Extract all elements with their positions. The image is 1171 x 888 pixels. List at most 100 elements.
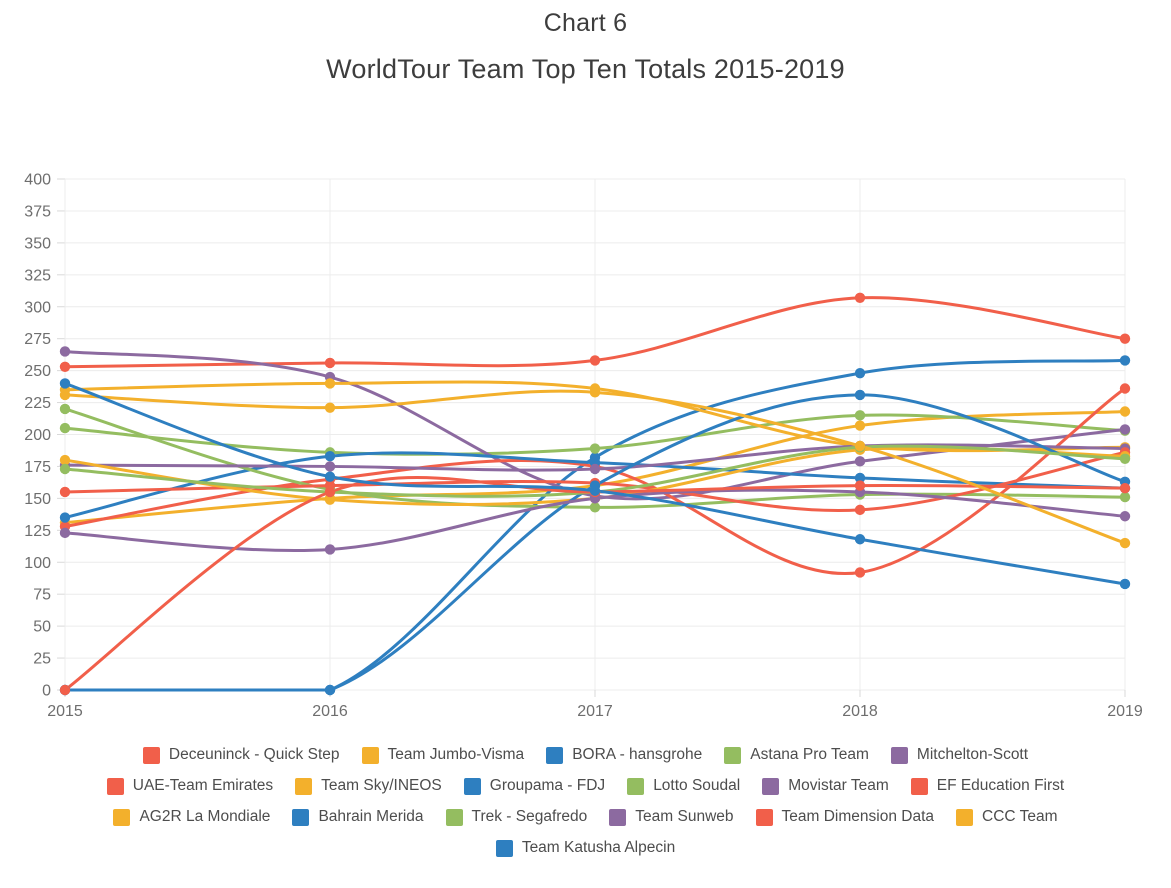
legend-swatch-icon: [755, 808, 773, 826]
legend-label: Astana Pro Team: [750, 746, 869, 763]
legend-swatch-icon: [292, 808, 310, 826]
legend-item-ag2r-la-mondiale[interactable]: AG2R La Mondiale: [113, 808, 270, 826]
legend-item-team-dimension-data[interactable]: Team Dimension Data: [755, 808, 934, 826]
legend-item-astana-pro-team[interactable]: Astana Pro Team: [724, 746, 869, 764]
data-point-mitchelton-scott-2019[interactable]: [1119, 424, 1131, 435]
legend-swatch-icon: [142, 746, 160, 764]
legend-label: Team Katusha Alpecin: [521, 839, 676, 856]
legend-label: Bahrain Merida: [318, 808, 424, 825]
legend-label: Team Jumbo-Visma: [387, 746, 525, 763]
data-point-deceuninck-quick-step-2019[interactable]: [1119, 333, 1131, 344]
data-point-trek-segafredo-2019[interactable]: [1119, 453, 1131, 464]
legend-item-uae-team-emirates[interactable]: UAE-Team Emirates: [106, 777, 273, 795]
legend-item-team-sunweb[interactable]: Team Sunweb: [609, 808, 734, 826]
legend-item-bahrain-merida[interactable]: Bahrain Merida: [292, 808, 424, 826]
data-point-lotto-soudal-2019[interactable]: [1119, 491, 1131, 503]
data-point-team-katusha-alpecin-2018[interactable]: [854, 534, 866, 545]
data-point-astana-pro-team-2018[interactable]: [854, 410, 866, 421]
data-point-ccc-team-2019[interactable]: [1119, 537, 1131, 549]
data-point-uae-team-emirates-2018[interactable]: [854, 567, 866, 578]
data-point-ccc-team-2018[interactable]: [854, 440, 866, 452]
y-axis-tick-label: 150: [24, 491, 51, 508]
data-point-ccc-team-2015[interactable]: [59, 389, 71, 401]
data-point-bahrain-merida-2016[interactable]: [324, 684, 336, 696]
legend-label: Lotto Soudal: [653, 777, 741, 794]
y-axis-tick-label: 400: [24, 172, 51, 189]
y-axis-tick-label: 75: [33, 587, 51, 604]
y-axis-tick-label: 375: [24, 203, 51, 220]
legend-item-groupama-fdj[interactable]: Groupama - FDJ: [463, 777, 605, 795]
legend-label: Deceuninck - Quick Step: [168, 746, 340, 763]
data-point-astana-pro-team-2015[interactable]: [59, 422, 71, 434]
data-point-team-katusha-alpecin-2017[interactable]: [589, 485, 601, 496]
legend-swatch-icon: [762, 777, 780, 795]
data-point-team-katusha-alpecin-2019[interactable]: [1119, 578, 1131, 590]
data-point-groupama-fdj-2018[interactable]: [854, 472, 866, 484]
data-point-bahrain-merida-2018[interactable]: [854, 389, 866, 401]
data-point-deceuninck-quick-step-2015[interactable]: [59, 361, 71, 372]
legend-swatch-icon: [910, 777, 928, 795]
y-axis-tick-label: 275: [24, 331, 51, 348]
data-point-team-dimension-data-2016[interactable]: [324, 486, 336, 498]
data-point-ag2r-la-mondiale-2015[interactable]: [59, 454, 71, 466]
legend-item-ccc-team[interactable]: CCC Team: [956, 808, 1058, 826]
legend-item-movistar-team[interactable]: Movistar Team: [762, 777, 889, 795]
legend-item-ef-education-first[interactable]: EF Education First: [910, 777, 1065, 795]
data-point-uae-team-emirates-2019[interactable]: [1119, 383, 1131, 394]
legend-item-mitchelton-scott[interactable]: Mitchelton-Scott: [890, 746, 1029, 764]
data-point-bora-hansgrohe-2019[interactable]: [1119, 355, 1131, 366]
data-point-deceuninck-quick-step-2016[interactable]: [324, 357, 336, 369]
legend-label: EF Education First: [936, 777, 1065, 794]
legend-label: Movistar Team: [788, 777, 889, 794]
legend-item-bora-hansgrohe[interactable]: BORA - hansgrohe: [546, 746, 702, 764]
data-point-team-sunweb-2015[interactable]: [59, 527, 71, 539]
data-point-team-dimension-data-2015[interactable]: [59, 684, 71, 696]
legend-item-deceuninck-quick-step[interactable]: Deceuninck - Quick Step: [142, 746, 340, 764]
data-point-ccc-team-2017[interactable]: [589, 387, 601, 398]
legend-item-team-jumbo-visma[interactable]: Team Jumbo-Visma: [361, 746, 525, 764]
data-point-team-katusha-alpecin-2016[interactable]: [324, 471, 336, 482]
data-point-ag2r-la-mondiale-2016[interactable]: [324, 494, 336, 505]
data-point-deceuninck-quick-step-2017[interactable]: [589, 355, 601, 366]
data-point-lotto-soudal-2015[interactable]: [59, 403, 71, 415]
data-point-deceuninck-quick-step-2018[interactable]: [854, 292, 866, 304]
data-point-groupama-fdj-2015[interactable]: [59, 512, 71, 523]
data-point-ef-education-first-2018[interactable]: [854, 504, 866, 516]
legend-row: Deceuninck - Quick Step Team Jumbo-Visma B…: [0, 746, 1171, 764]
data-point-team-katusha-alpecin-2015[interactable]: [59, 378, 71, 389]
x-axis-tick-label: 2016: [312, 703, 348, 720]
x-axis-tick-label: 2018: [842, 703, 878, 720]
data-point-team-jumbo-visma-2018[interactable]: [854, 420, 866, 431]
data-point-mitchelton-scott-2015[interactable]: [59, 346, 71, 357]
legend-swatch-icon: [890, 746, 908, 764]
data-point-ef-education-first-2015[interactable]: [59, 486, 71, 498]
data-point-movistar-team-2016[interactable]: [324, 461, 336, 472]
y-axis-tick-label: 350: [24, 235, 51, 252]
data-point-astana-pro-team-2017[interactable]: [589, 443, 601, 454]
legend-item-lotto-soudal[interactable]: Lotto Soudal: [627, 777, 740, 795]
data-point-movistar-team-2017[interactable]: [589, 463, 601, 475]
data-point-team-jumbo-visma-2019[interactable]: [1119, 406, 1131, 417]
data-point-lotto-soudal-2017[interactable]: [589, 502, 601, 513]
legend-item-team-katusha-alpecin[interactable]: Team Katusha Alpecin: [495, 839, 676, 857]
data-point-team-dimension-data-2018[interactable]: [854, 480, 866, 491]
y-axis-tick-label: 200: [24, 427, 51, 444]
legend-label: Mitchelton-Scott: [916, 746, 1029, 763]
data-point-team-dimension-data-2019[interactable]: [1119, 482, 1131, 494]
data-point-mitchelton-scott-2018[interactable]: [854, 456, 866, 467]
legend-label: AG2R La Mondiale: [139, 808, 271, 825]
legend-item-trek-segafredo[interactable]: Trek - Segafredo: [445, 808, 587, 826]
data-point-team-sunweb-2019[interactable]: [1119, 511, 1131, 522]
y-axis-tick-label: 250: [24, 363, 51, 380]
data-point-ccc-team-2016[interactable]: [324, 402, 336, 413]
data-point-bora-hansgrohe-2018[interactable]: [854, 367, 866, 379]
y-axis-tick-label: 125: [24, 523, 51, 540]
data-point-groupama-fdj-2016[interactable]: [324, 451, 336, 462]
data-point-team-sky-ineos-2016[interactable]: [324, 378, 336, 389]
data-point-trek-segafredo-2015[interactable]: [59, 463, 71, 475]
data-point-team-sunweb-2016[interactable]: [324, 544, 336, 555]
y-axis-tick-label: 50: [33, 619, 51, 636]
legend-swatch-icon: [361, 746, 379, 764]
legend-swatch-icon: [546, 746, 564, 764]
legend-item-team-sky-ineos[interactable]: Team Sky/INEOS: [295, 777, 442, 795]
